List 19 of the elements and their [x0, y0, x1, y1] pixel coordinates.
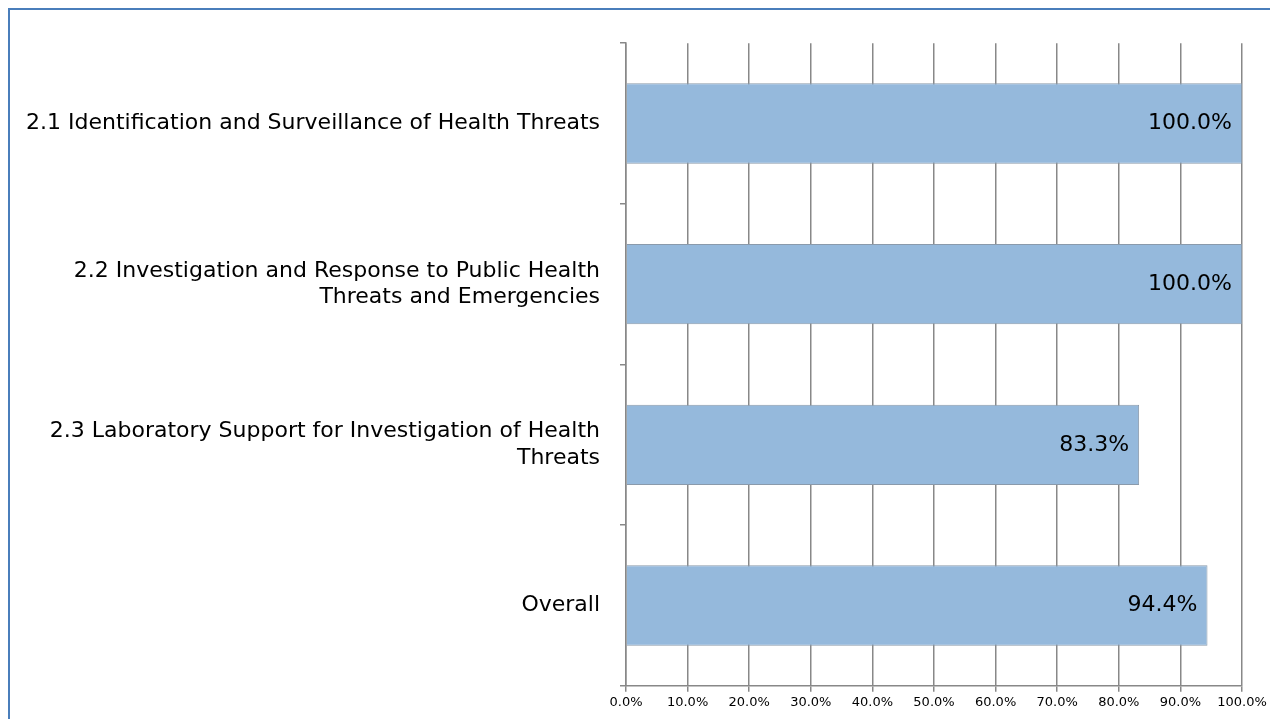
data-label: 94.4% [1127, 591, 1198, 617]
data-label: 100.0% [1148, 109, 1232, 135]
data-label: 83.3% [1059, 430, 1130, 456]
x-tick-label: 90.0% [1159, 693, 1202, 709]
x-tick-label: 0.0% [609, 693, 643, 709]
y-tick-label: 2.3 Laboratory Support for Investigation of Health Threats [49, 417, 600, 469]
x-tick-label: 100.0% [1217, 693, 1267, 709]
x-tick-label: 30.0% [790, 693, 832, 709]
y-tick-label: 2.1 Identification and Surveillance of Health Threats [26, 109, 600, 135]
x-tick-label: 20.0% [728, 693, 770, 709]
x-tick-label: 60.0% [974, 693, 1017, 709]
x-tick-label: 10.0% [666, 693, 709, 709]
y-tick-label: Overall [521, 591, 600, 617]
x-tick-label: 40.0% [851, 693, 894, 709]
x-tick-label: 70.0% [1036, 693, 1078, 709]
data-label: 100.0% [1148, 269, 1232, 295]
y-tick-label: 2.2 Investigation and Response to Public Health Threats and Emergencies [73, 256, 600, 309]
x-tick-label: 80.0% [1098, 693, 1140, 709]
x-tick-label: 50.0% [913, 693, 955, 709]
